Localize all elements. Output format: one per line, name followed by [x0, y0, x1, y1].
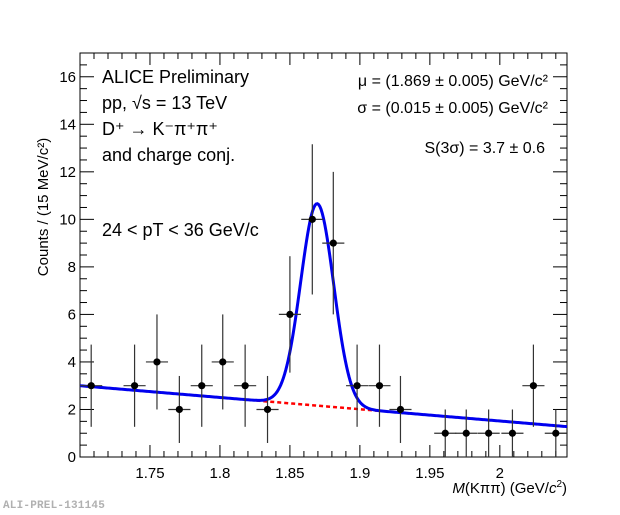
data-marker	[286, 310, 294, 319]
annotation-alice: ALICE Preliminary	[102, 67, 249, 87]
data-point	[168, 375, 191, 443]
x-tick-label: 1.8	[210, 465, 231, 482]
data-point	[190, 344, 213, 427]
annotation-collision: pp, √s = 13 TeV	[102, 93, 227, 113]
y-tick-label: 4	[68, 354, 76, 371]
annotation-sigma: σ = (0.015 ± 0.005) GeV/c²	[357, 100, 548, 117]
data-marker	[263, 405, 272, 414]
data-marker	[198, 382, 206, 390]
data-point	[301, 144, 324, 295]
y-tick-label: 14	[59, 116, 76, 133]
x-tick-label: 1.75	[135, 465, 164, 482]
data-marker	[353, 382, 361, 390]
data-marker	[552, 429, 560, 437]
y-tick-label: 0	[68, 449, 76, 466]
data-marker	[529, 382, 538, 390]
annotation-decay: D⁺ → K⁻π⁺π⁺	[102, 119, 218, 139]
data-point	[477, 409, 500, 457]
data-marker	[396, 405, 405, 414]
data-marker	[219, 358, 227, 366]
x-axis-label: M(Kππ) (GeV/c2)	[452, 479, 567, 497]
data-point	[234, 344, 257, 427]
annotation-pt-range: 24 < pT < 36 GeV/c	[102, 220, 259, 240]
data-point	[211, 314, 234, 410]
data-point	[80, 344, 103, 427]
y-tick-label: 16	[59, 69, 76, 86]
x-tick-label: 1.95	[415, 465, 444, 482]
y-axis-label: Counts / (15 MeV/c²)	[35, 138, 52, 276]
y-axis-tick-labels: 0 2 4 6 8 10 12 14 16	[59, 69, 76, 466]
watermark: ALI-PREL-131145	[3, 500, 106, 512]
x-tick-label: 1.85	[275, 465, 304, 482]
data-point	[389, 375, 412, 443]
data-point	[145, 314, 169, 410]
y-tick-label: 2	[68, 401, 76, 418]
data-marker	[485, 429, 493, 437]
data-marker	[508, 429, 517, 437]
data-marker	[308, 215, 316, 223]
data-marker	[87, 382, 95, 390]
data-point	[278, 256, 301, 373]
background-fit-line	[249, 398, 381, 413]
data-marker	[175, 405, 183, 414]
total-fit-line	[79, 202, 568, 429]
data-point	[455, 409, 478, 457]
x-axis-ticks	[79, 53, 557, 457]
data-marker	[329, 239, 337, 247]
data-point	[522, 344, 545, 427]
data-point	[322, 171, 345, 315]
data-point	[501, 409, 524, 457]
data-marker	[441, 429, 449, 437]
data-marker	[130, 382, 139, 390]
data-point	[368, 344, 391, 427]
data-point	[434, 409, 457, 457]
y-tick-label: 8	[68, 259, 76, 276]
y-tick-label: 10	[59, 211, 76, 228]
x-axis-tick-labels: 1.75 1.8 1.85 1.9 1.95 2	[135, 465, 504, 482]
data-point	[346, 344, 369, 427]
data-marker	[153, 358, 161, 366]
x-tick-label: 2	[496, 465, 504, 482]
x-tick-label: 1.9	[349, 465, 370, 482]
data-points	[80, 144, 567, 457]
annotation-significance: S(3σ) = 3.7 ± 0.6	[425, 140, 546, 157]
y-tick-label: 6	[68, 306, 76, 323]
data-marker	[241, 382, 249, 390]
data-marker	[462, 429, 470, 437]
y-tick-label: 12	[59, 164, 76, 181]
fit-curves	[79, 202, 568, 429]
annotation-charge-conj: and charge conj.	[102, 145, 235, 165]
data-point	[256, 375, 279, 443]
annotation-mu: μ = (1.869 ± 0.005) GeV/c²	[358, 73, 549, 90]
data-point	[544, 409, 567, 457]
data-marker	[375, 382, 384, 390]
data-point	[123, 344, 146, 427]
